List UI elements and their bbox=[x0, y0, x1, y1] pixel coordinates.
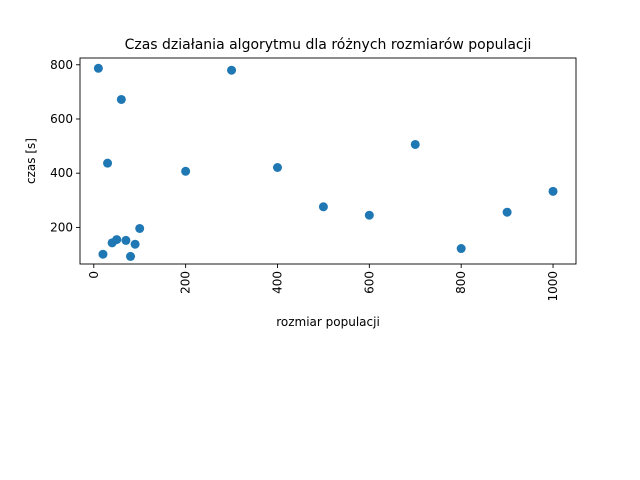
data-point bbox=[181, 166, 191, 176]
x-tick-label: 200 bbox=[179, 271, 193, 294]
data-point bbox=[130, 239, 140, 249]
x-tick-label: 600 bbox=[362, 271, 376, 294]
y-tick-label: 800 bbox=[50, 58, 73, 72]
data-point bbox=[227, 65, 237, 75]
plot-area-frame bbox=[79, 57, 577, 265]
x-axis-label: rozmiar populacji bbox=[276, 315, 380, 329]
data-point bbox=[502, 207, 512, 217]
data-point bbox=[93, 63, 103, 73]
data-point bbox=[116, 94, 126, 104]
data-point bbox=[272, 163, 282, 173]
data-point bbox=[112, 235, 122, 245]
data-point bbox=[318, 202, 328, 212]
data-point bbox=[135, 223, 145, 233]
data-point bbox=[548, 186, 558, 196]
data-point bbox=[456, 244, 466, 254]
x-tick-label: 800 bbox=[454, 271, 468, 294]
y-tick-label: 400 bbox=[50, 166, 73, 180]
chart-title: Czas działania algorytmu dla różnych roz… bbox=[125, 37, 532, 53]
data-point bbox=[98, 249, 108, 259]
y-tick-label: 200 bbox=[50, 220, 73, 234]
data-point bbox=[121, 235, 131, 245]
x-tick-label: 400 bbox=[270, 271, 284, 294]
x-tick-label: 1000 bbox=[546, 271, 560, 302]
data-point bbox=[126, 251, 136, 261]
x-tick-label: 0 bbox=[87, 271, 101, 279]
data-point bbox=[364, 210, 374, 220]
y-axis-label: czas [s] bbox=[24, 138, 38, 184]
data-point bbox=[103, 158, 113, 168]
axis-ticks: 0 200 400 600 800 1000 200 400 600 800 bbox=[50, 58, 560, 302]
data-points bbox=[93, 63, 558, 261]
y-tick-label: 600 bbox=[50, 112, 73, 126]
data-point bbox=[410, 139, 420, 149]
